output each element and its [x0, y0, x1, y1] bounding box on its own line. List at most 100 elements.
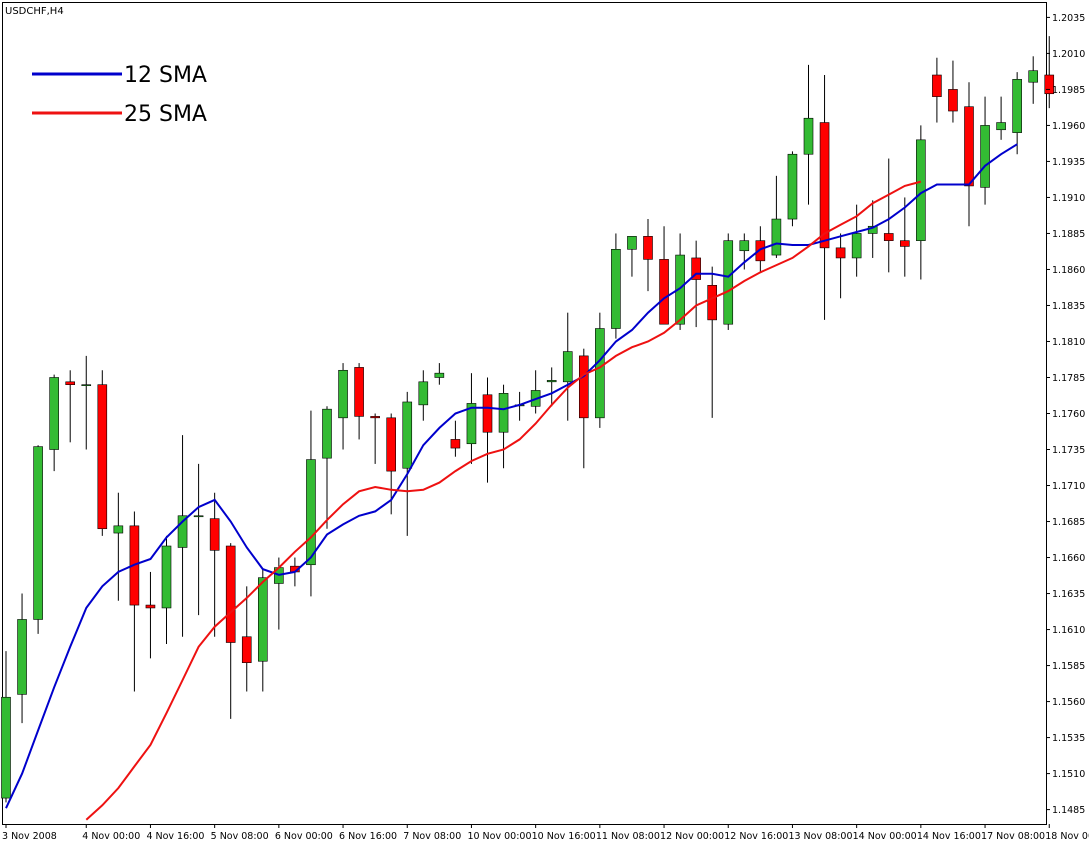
candle — [306, 410, 316, 597]
y-tick-label: 1.1960 — [1052, 121, 1085, 132]
candle — [17, 593, 27, 724]
candle — [402, 391, 413, 536]
candle-body-bull — [257, 577, 268, 662]
candle-body-bear — [145, 604, 156, 609]
candle-body-bull — [322, 408, 332, 459]
y-tick-label: 1.1760 — [1052, 409, 1085, 420]
candle — [546, 367, 557, 407]
candle-body-bull — [739, 240, 750, 252]
symbol-label: USDCHF,H4 — [5, 6, 64, 17]
x-axis: 3 Nov 2008 4 Nov 00:00 4 Nov 16:00 5 Nov 08… — [2, 824, 1089, 842]
y-tick-label: 1.1635 — [1052, 589, 1085, 600]
y-tick-label: 1.1510 — [1052, 769, 1085, 780]
legend-label: 12 SMA — [124, 63, 207, 88]
candle-body-bull — [418, 381, 429, 406]
candle-body-bull — [595, 328, 605, 419]
candle-body-bull — [17, 619, 27, 695]
candle-body-bear — [883, 233, 894, 241]
candle-body-bear — [386, 417, 397, 472]
candle-body-bull — [434, 372, 445, 378]
candle-body-bear — [209, 518, 220, 551]
candle — [595, 312, 605, 428]
candle-body-bull — [466, 403, 477, 445]
candle-body-bull — [161, 545, 172, 609]
x-tick-label: 14 Nov 16:00 — [917, 831, 981, 842]
candle — [97, 370, 108, 536]
x-tick-label: 6 Nov 16:00 — [339, 831, 397, 842]
candle-body-bull — [81, 384, 92, 386]
y-tick-label: 1.1610 — [1052, 625, 1085, 636]
candle-body-bear — [691, 257, 701, 280]
candle — [354, 363, 364, 440]
y-tick-label: 1.1885 — [1052, 229, 1085, 240]
candle — [787, 151, 798, 227]
candle — [466, 373, 477, 464]
x-tick-label: 7 Nov 08:00 — [403, 831, 461, 842]
candle-body-bull — [611, 249, 621, 329]
candle — [113, 492, 124, 601]
y-tick-label: 1.1735 — [1052, 445, 1085, 456]
candle-body-bull — [675, 254, 685, 325]
candle-body-bull — [33, 446, 43, 620]
candle — [932, 57, 942, 123]
candle-body-bear — [755, 240, 766, 262]
candle-body-bear — [707, 285, 718, 321]
candle-body-bull — [916, 139, 926, 241]
candle — [49, 374, 59, 472]
candle — [643, 219, 653, 292]
candle — [482, 377, 493, 483]
candle-body-bull — [306, 459, 316, 566]
candle — [65, 370, 75, 443]
candle — [81, 355, 92, 450]
y-tick-label: 1.1685 — [1052, 517, 1085, 528]
candle-body-bear — [482, 394, 493, 433]
candle-body-bear — [899, 240, 910, 247]
x-tick-label: 18 Nov 00:00 — [1045, 831, 1089, 842]
candle-body-bear — [370, 416, 380, 419]
series-line-12-sma — [5, 143, 1018, 809]
x-tick-label: 6 Nov 00:00 — [275, 831, 333, 842]
y-tick-label: 1.2010 — [1052, 49, 1085, 60]
y-tick-label: 1.1585 — [1052, 661, 1085, 672]
y-tick-label: 1.2035 — [1052, 13, 1085, 24]
candle-body-bull — [113, 525, 124, 534]
x-tick-label: 12 Nov 00:00 — [660, 831, 724, 842]
candle-body-bear — [450, 439, 461, 449]
candle-body-bull — [771, 218, 782, 256]
candle — [1044, 36, 1055, 109]
candle-body-bull — [723, 240, 734, 325]
x-tick-label: 11 Nov 08:00 — [596, 831, 660, 842]
x-tick-label: 12 Nov 16:00 — [724, 831, 788, 842]
y-tick-label: 1.1710 — [1052, 481, 1085, 492]
candle-body-bull — [49, 377, 59, 450]
candle — [578, 348, 589, 469]
candle-body-bull — [193, 515, 204, 518]
x-tick-label: 5 Nov 08:00 — [211, 831, 269, 842]
candle — [370, 413, 380, 464]
series-line-25-sma — [85, 180, 922, 821]
candle-body-bull — [562, 351, 573, 383]
candle — [241, 586, 252, 692]
candle — [225, 543, 236, 719]
y-tick-label: 1.1485 — [1052, 805, 1085, 816]
sma-lines-group — [5, 143, 1018, 821]
candle — [161, 535, 172, 644]
candle-body-bear — [354, 367, 364, 417]
x-tick-label: 10 Nov 00:00 — [467, 831, 531, 842]
x-tick-label: 4 Nov 16:00 — [146, 831, 204, 842]
candle — [707, 266, 718, 418]
candle — [1, 651, 11, 803]
candle-body-bear — [643, 236, 653, 260]
candles-group — [1, 36, 1055, 803]
y-tick-label: 1.1660 — [1052, 553, 1085, 564]
y-tick-label: 1.1860 — [1052, 265, 1085, 276]
y-axis: 1.2035 1.2010 1.1985 1.1960 1.1935 1.1910 1.18… — [1046, 13, 1085, 816]
candle — [145, 571, 156, 659]
candle — [322, 406, 332, 529]
candle — [980, 96, 990, 205]
candle — [803, 64, 814, 205]
candle-body-bull — [996, 122, 1006, 131]
candle — [883, 158, 894, 273]
candle — [193, 463, 204, 616]
